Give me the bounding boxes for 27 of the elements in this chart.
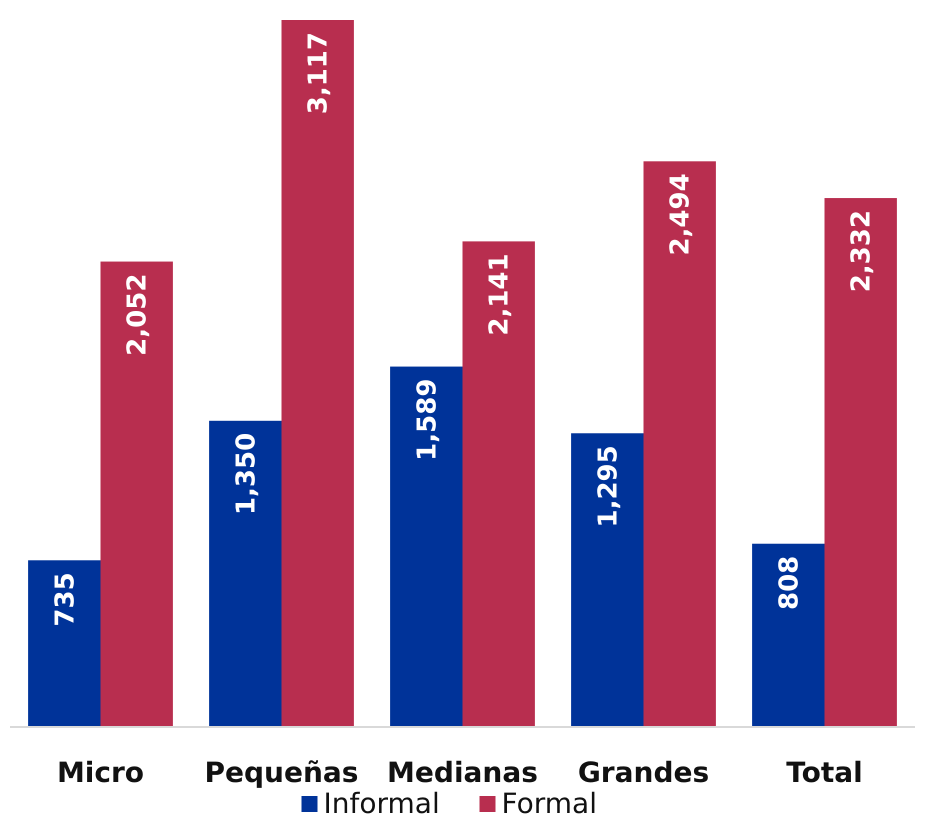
x-tick-label: Grandes (578, 756, 710, 789)
bar (282, 20, 354, 727)
data-label: 808 (774, 556, 804, 610)
data-label: 2,332 (846, 210, 877, 292)
bar (390, 366, 462, 727)
data-label: 2,052 (122, 274, 153, 356)
bar (209, 420, 282, 727)
data-label: 735 (50, 572, 80, 627)
x-tick-label: Total (786, 756, 863, 789)
data-label: 3,117 (304, 32, 334, 114)
bar (28, 560, 100, 727)
data-label: 2,494 (666, 173, 696, 256)
legend-label: Formal (502, 787, 597, 820)
data-label: 1,350 (231, 432, 262, 516)
legend-label: Informal (324, 787, 440, 820)
data-label: 2,141 (484, 253, 515, 336)
x-tick-label: Micro (56, 756, 144, 789)
x-tick-label: Pequeñas (204, 756, 358, 789)
bar (644, 161, 716, 727)
bar (752, 544, 824, 727)
bar (571, 433, 644, 727)
x-tick-label: Medianas (387, 756, 538, 789)
data-label: 1,589 (412, 378, 442, 461)
data-label: 1,295 (593, 445, 624, 528)
bar (462, 241, 535, 727)
bar (100, 262, 173, 727)
bar (824, 198, 897, 727)
